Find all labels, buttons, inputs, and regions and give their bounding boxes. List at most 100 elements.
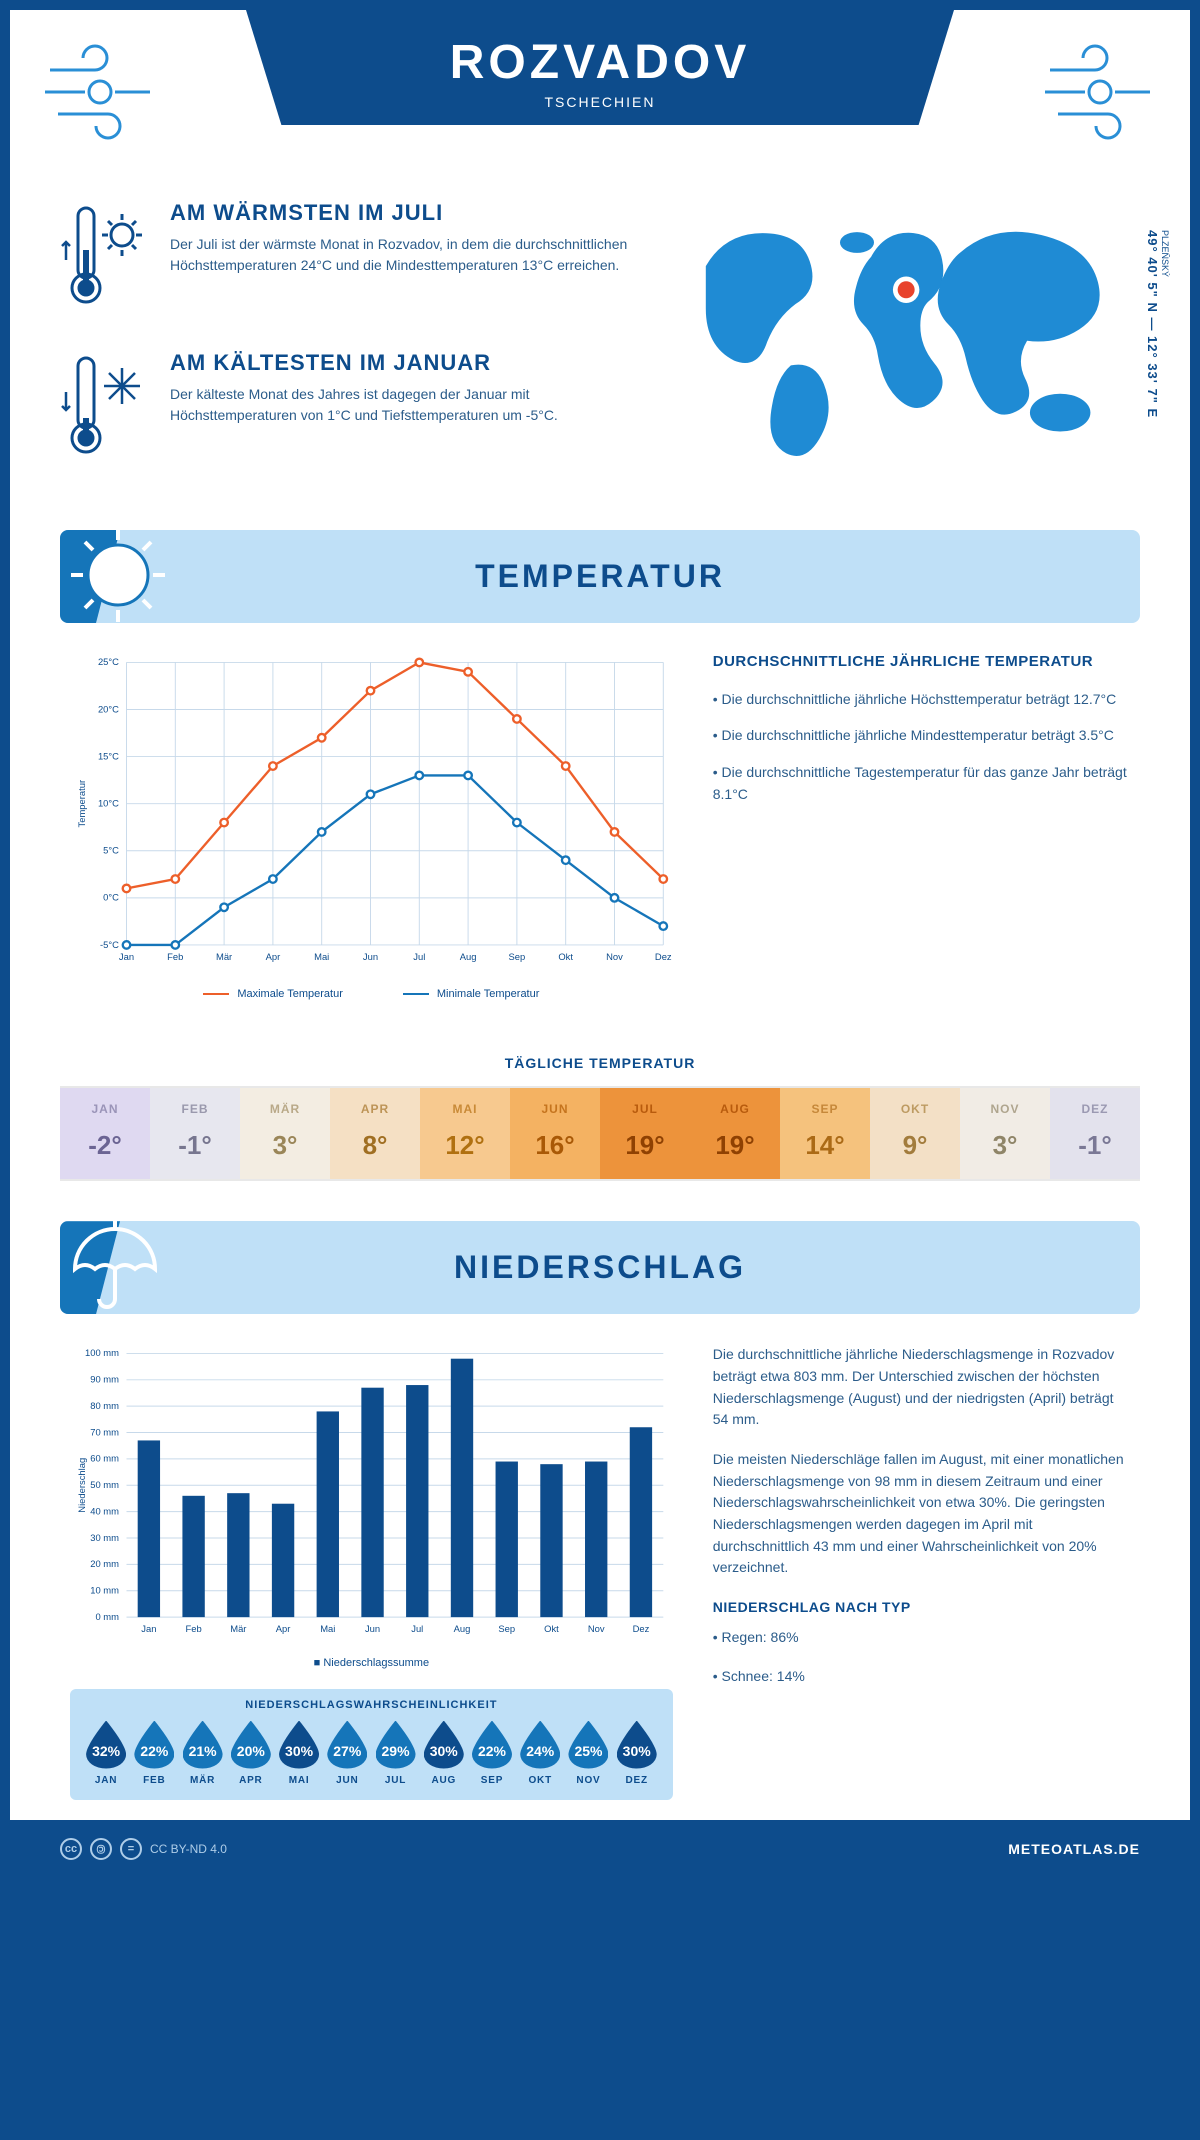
svg-text:Dez: Dez bbox=[655, 951, 672, 962]
daily-temp-cell: OKT9° bbox=[870, 1088, 960, 1179]
precip-chart-legend: Niederschlagssumme bbox=[70, 1657, 673, 1669]
daily-temp-cell: JAN-2° bbox=[60, 1088, 150, 1179]
svg-text:Okt: Okt bbox=[558, 951, 573, 962]
coordinates: PLZEŇSKÝ 49° 40' 5" N — 12° 33' 7" E bbox=[1145, 230, 1170, 418]
svg-text:Dez: Dez bbox=[633, 1623, 650, 1634]
thermometer-sun-icon bbox=[60, 200, 150, 315]
title-ribbon: ROZVADOV TSCHECHIEN bbox=[246, 10, 954, 125]
svg-text:Aug: Aug bbox=[454, 1623, 471, 1634]
page-subtitle: TSCHECHIEN bbox=[266, 94, 934, 110]
svg-text:Mai: Mai bbox=[314, 951, 329, 962]
precip-aside: Die durchschnittliche jährliche Niedersc… bbox=[713, 1344, 1130, 1799]
warmest-title: AM WÄRMSTEN IM JULI bbox=[170, 200, 638, 226]
svg-text:90 mm: 90 mm bbox=[90, 1374, 119, 1385]
prob-cell: 22%FEB bbox=[130, 1721, 178, 1786]
precip-title: NIEDERSCHLAG bbox=[80, 1249, 1120, 1286]
temperature-title: TEMPERATUR bbox=[80, 558, 1120, 595]
prob-cell: 20%APR bbox=[227, 1721, 275, 1786]
svg-text:20 mm: 20 mm bbox=[90, 1558, 119, 1569]
prob-cell: 30%MAI bbox=[275, 1721, 323, 1786]
temperature-chart: -5°C0°C5°C10°C15°C20°C25°CJanFebMärAprMa… bbox=[70, 653, 673, 1000]
prob-cell: 25%NOV bbox=[564, 1721, 612, 1786]
prob-cell: 24%OKT bbox=[516, 1721, 564, 1786]
svg-text:60 mm: 60 mm bbox=[90, 1453, 119, 1464]
svg-text:Mai: Mai bbox=[320, 1623, 335, 1634]
footer: cc 🄯 = CC BY-ND 4.0 METEOATLAS.DE bbox=[10, 1820, 1190, 1878]
daily-temp-cell: MÄR3° bbox=[240, 1088, 330, 1179]
svg-text:Sep: Sep bbox=[509, 951, 526, 962]
daily-temp-cell: JUL19° bbox=[600, 1088, 690, 1179]
svg-text:Sep: Sep bbox=[498, 1623, 515, 1634]
precip-banner: NIEDERSCHLAG bbox=[60, 1221, 1140, 1314]
header: ROZVADOV TSCHECHIEN bbox=[10, 10, 1190, 190]
svg-text:Apr: Apr bbox=[276, 1623, 291, 1634]
svg-text:-5°C: -5°C bbox=[100, 939, 119, 950]
svg-text:0 mm: 0 mm bbox=[95, 1611, 119, 1622]
by-icon: 🄯 bbox=[90, 1838, 112, 1860]
daily-temp-cell: SEP14° bbox=[780, 1088, 870, 1179]
svg-text:100 mm: 100 mm bbox=[85, 1347, 119, 1358]
svg-text:30 mm: 30 mm bbox=[90, 1532, 119, 1543]
svg-text:Jul: Jul bbox=[413, 951, 425, 962]
daily-temp-table: JAN-2°FEB-1°MÄR3°APR8°MAI12°JUN16°JUL19°… bbox=[60, 1086, 1140, 1181]
svg-text:50 mm: 50 mm bbox=[90, 1479, 119, 1490]
wind-icon bbox=[1040, 40, 1160, 140]
svg-text:15°C: 15°C bbox=[98, 750, 119, 761]
svg-text:25°C: 25°C bbox=[98, 656, 119, 667]
svg-text:Mär: Mär bbox=[216, 951, 232, 962]
umbrella-icon bbox=[60, 1211, 170, 1321]
svg-text:Temperatur: Temperatur bbox=[76, 780, 87, 828]
svg-text:10 mm: 10 mm bbox=[90, 1585, 119, 1596]
daily-temp-cell: APR8° bbox=[330, 1088, 420, 1179]
page-title: ROZVADOV bbox=[266, 35, 934, 90]
cc-icon: cc bbox=[60, 1838, 82, 1860]
svg-text:10°C: 10°C bbox=[98, 798, 119, 809]
brand: METEOATLAS.DE bbox=[1008, 1841, 1140, 1857]
svg-text:70 mm: 70 mm bbox=[90, 1427, 119, 1438]
intro-section: AM WÄRMSTEN IM JULI Der Juli ist der wär… bbox=[10, 190, 1190, 520]
svg-text:Jun: Jun bbox=[363, 951, 378, 962]
nd-icon: = bbox=[120, 1838, 142, 1860]
prob-cell: 22%SEP bbox=[468, 1721, 516, 1786]
svg-text:80 mm: 80 mm bbox=[90, 1400, 119, 1411]
svg-text:0°C: 0°C bbox=[103, 892, 119, 903]
precip-probability-box: NIEDERSCHLAGSWAHRSCHEINLICHKEIT 32%JAN22… bbox=[70, 1689, 673, 1800]
daily-temp-cell: NOV3° bbox=[960, 1088, 1050, 1179]
wind-icon bbox=[40, 40, 160, 140]
daily-temp-cell: AUG19° bbox=[690, 1088, 780, 1179]
svg-text:Jun: Jun bbox=[365, 1623, 380, 1634]
world-map-block: PLZEŇSKÝ 49° 40' 5" N — 12° 33' 7" E bbox=[668, 200, 1141, 500]
svg-text:Jan: Jan bbox=[141, 1623, 156, 1634]
svg-text:Aug: Aug bbox=[460, 951, 477, 962]
license-block: cc 🄯 = CC BY-ND 4.0 bbox=[60, 1838, 227, 1860]
daily-temp-title: TÄGLICHE TEMPERATUR bbox=[10, 1055, 1190, 1071]
sun-icon bbox=[60, 520, 170, 630]
warmest-block: AM WÄRMSTEN IM JULI Der Juli ist der wär… bbox=[60, 200, 638, 315]
prob-cell: 32%JAN bbox=[82, 1721, 130, 1786]
svg-text:Nov: Nov bbox=[606, 951, 623, 962]
temperature-banner: TEMPERATUR bbox=[60, 530, 1140, 623]
coldest-block: AM KÄLTESTEN IM JANUAR Der kälteste Mona… bbox=[60, 350, 638, 465]
temp-chart-legend: Maximale Temperatur Minimale Temperatur bbox=[70, 988, 673, 1000]
coldest-title: AM KÄLTESTEN IM JANUAR bbox=[170, 350, 638, 376]
prob-cell: 27%JUN bbox=[323, 1721, 371, 1786]
prob-cell: 29%JUL bbox=[371, 1721, 419, 1786]
prob-cell: 30%AUG bbox=[420, 1721, 468, 1786]
svg-text:Feb: Feb bbox=[185, 1623, 201, 1634]
svg-text:Jan: Jan bbox=[119, 951, 134, 962]
svg-text:Okt: Okt bbox=[544, 1623, 559, 1634]
coldest-text: Der kälteste Monat des Jahres ist dagege… bbox=[170, 384, 638, 426]
svg-text:Niederschlag: Niederschlag bbox=[76, 1458, 87, 1513]
precip-chart: 0 mm 10 mm 20 mm 30 mm 40 mm 50 mm 60 mm 70 mm 8… bbox=[70, 1344, 673, 1668]
svg-text:Nov: Nov bbox=[588, 1623, 605, 1634]
daily-temp-cell: JUN16° bbox=[510, 1088, 600, 1179]
svg-text:40 mm: 40 mm bbox=[90, 1506, 119, 1517]
prob-cell: 21%MÄR bbox=[178, 1721, 226, 1786]
svg-text:Mär: Mär bbox=[230, 1623, 246, 1634]
svg-text:Apr: Apr bbox=[266, 951, 281, 962]
svg-text:Feb: Feb bbox=[167, 951, 183, 962]
thermometer-snow-icon bbox=[60, 350, 150, 465]
prob-cell: 30%DEZ bbox=[613, 1721, 661, 1786]
svg-text:5°C: 5°C bbox=[103, 845, 119, 856]
daily-temp-cell: DEZ-1° bbox=[1050, 1088, 1140, 1179]
